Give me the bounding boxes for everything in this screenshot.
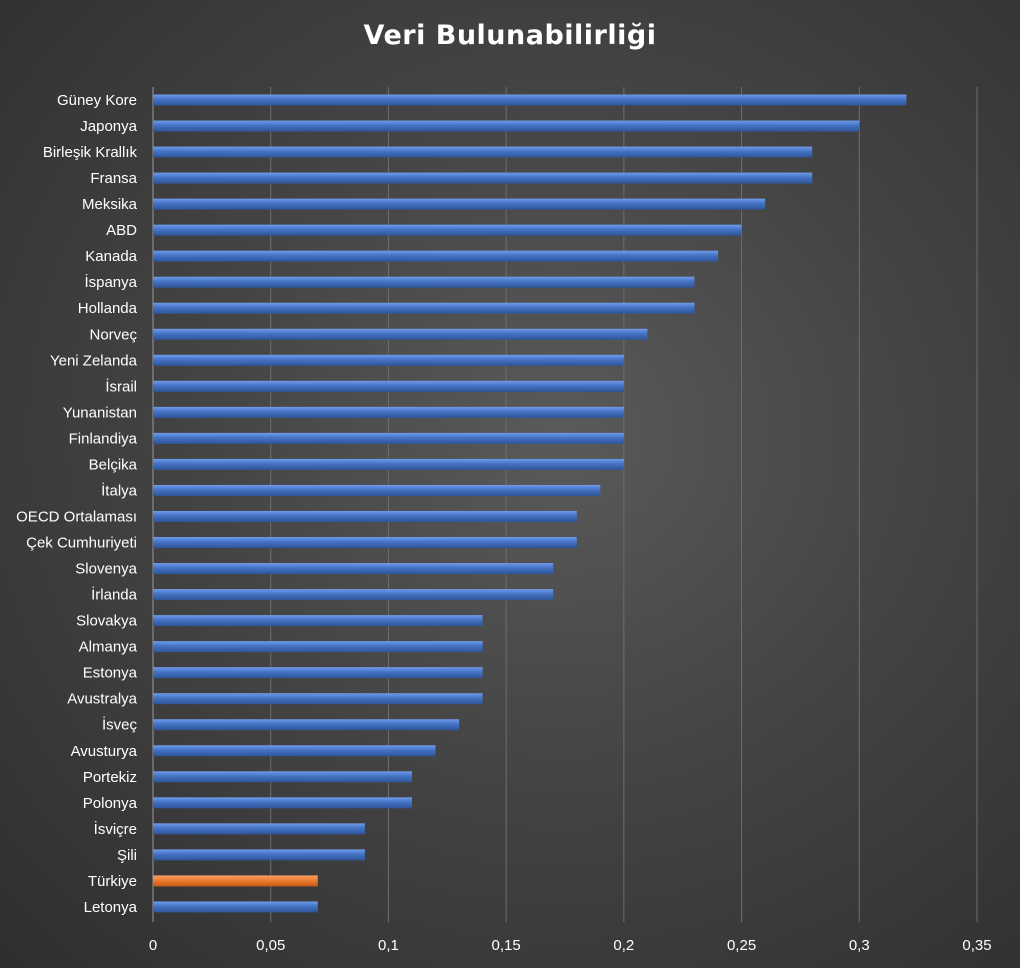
x-tick-label: 0,05 <box>256 937 285 954</box>
category-label: Çek Cumhuriyeti <box>26 535 137 552</box>
category-label: Polonya <box>83 795 138 812</box>
bar-22 <box>153 667 483 679</box>
bar-14 <box>153 458 624 470</box>
category-label: Yeni Zelanda <box>50 352 138 369</box>
x-tick-label: 0,3 <box>849 937 870 954</box>
category-label: OECD Ortalaması <box>16 508 137 525</box>
bar-20 <box>153 615 483 627</box>
bars <box>153 94 907 913</box>
category-label: Şili <box>117 847 137 864</box>
bar-9 <box>153 328 648 340</box>
bar-5 <box>153 224 742 236</box>
category-label: Belçika <box>89 456 138 473</box>
category-label: Slovenya <box>75 561 137 578</box>
category-label: Almanya <box>79 639 138 656</box>
bar-3 <box>153 172 813 184</box>
bar-26 <box>153 771 412 783</box>
category-label: Yunanistan <box>63 404 137 421</box>
x-tick-label: 0,35 <box>962 937 991 954</box>
x-tick-label: 0,15 <box>492 937 521 954</box>
category-label: Avusturya <box>71 743 138 760</box>
x-tick-label: 0,2 <box>613 937 634 954</box>
category-label: Meksika <box>82 196 138 213</box>
bar-15 <box>153 484 601 496</box>
bar-10 <box>153 354 624 366</box>
bar-7 <box>153 276 695 288</box>
bar-2 <box>153 146 813 158</box>
category-label: ABD <box>106 222 137 239</box>
category-label: Norveç <box>89 326 137 343</box>
x-tick-label: 0,25 <box>727 937 756 954</box>
category-label: İspanya <box>84 273 137 291</box>
bar-31 <box>153 901 318 913</box>
category-label: İtalya <box>101 481 138 499</box>
bar-6 <box>153 250 719 262</box>
category-label: Avustralya <box>67 691 137 708</box>
bar-21 <box>153 641 483 653</box>
bar-24 <box>153 719 460 731</box>
bar-0 <box>153 94 907 106</box>
bar-29 <box>153 849 365 861</box>
bar-16 <box>153 510 577 522</box>
bar-4 <box>153 198 766 210</box>
bar-23 <box>153 693 483 705</box>
category-label: Slovakya <box>76 613 138 630</box>
category-label: Estonya <box>83 665 138 682</box>
bar-18 <box>153 563 554 575</box>
bar-30 <box>153 875 318 887</box>
category-label: İrlanda <box>91 586 138 604</box>
x-tick-label: 0,1 <box>378 937 399 954</box>
bar-19 <box>153 589 554 601</box>
category-label: İsveç <box>102 716 138 734</box>
x-tick-label: 0 <box>149 937 157 954</box>
bar-28 <box>153 823 365 835</box>
bar-27 <box>153 797 412 809</box>
category-label: Güney Kore <box>57 92 137 109</box>
category-label: Letonya <box>84 899 138 916</box>
bar-17 <box>153 537 577 549</box>
category-label: Japonya <box>80 118 137 135</box>
category-label: Kanada <box>85 248 137 265</box>
category-label: Fransa <box>90 170 137 187</box>
category-label: Portekiz <box>83 769 137 786</box>
gridlines <box>152 87 978 922</box>
bar-12 <box>153 406 624 418</box>
category-label: İsrail <box>105 377 137 395</box>
category-label: Türkiye <box>88 873 137 890</box>
category-label: İsviçre <box>94 820 137 838</box>
category-label: Hollanda <box>78 300 138 317</box>
category-label: Finlandiya <box>69 430 138 447</box>
bar-11 <box>153 380 624 392</box>
bar-25 <box>153 745 436 757</box>
chart-title: Veri Bulunabilirliği <box>363 20 657 51</box>
bar-8 <box>153 302 695 314</box>
category-labels: Güney Kore Japonya Birleşik Krallık Fransa M… <box>16 92 138 916</box>
x-tick-labels: 0 0,05 0,1 0,15 0,2 0,25 0,3 0,35 <box>149 937 992 954</box>
category-label: Birleşik Krallık <box>43 144 138 161</box>
bar-1 <box>153 120 860 132</box>
bar-13 <box>153 432 624 444</box>
